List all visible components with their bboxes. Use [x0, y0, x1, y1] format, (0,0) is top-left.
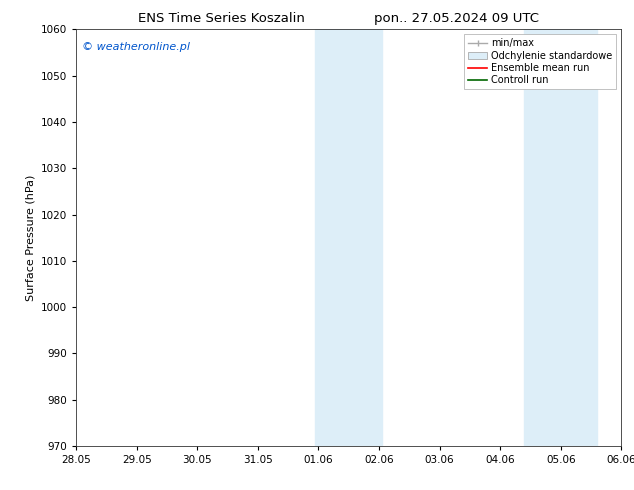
Text: © weatheronline.pl: © weatheronline.pl	[82, 42, 190, 52]
Text: pon.. 27.05.2024 09 UTC: pon.. 27.05.2024 09 UTC	[374, 12, 539, 25]
Bar	[315, 29, 349, 446]
Legend: min/max, Odchylenie standardowe, Ensemble mean run, Controll run: min/max, Odchylenie standardowe, Ensembl…	[464, 34, 616, 89]
Text: ENS Time Series Koszalin: ENS Time Series Koszalin	[138, 12, 306, 25]
Y-axis label: Surface Pressure (hPa): Surface Pressure (hPa)	[25, 174, 36, 301]
Bar	[349, 29, 382, 446]
Bar	[555, 29, 597, 446]
Bar	[524, 29, 555, 446]
